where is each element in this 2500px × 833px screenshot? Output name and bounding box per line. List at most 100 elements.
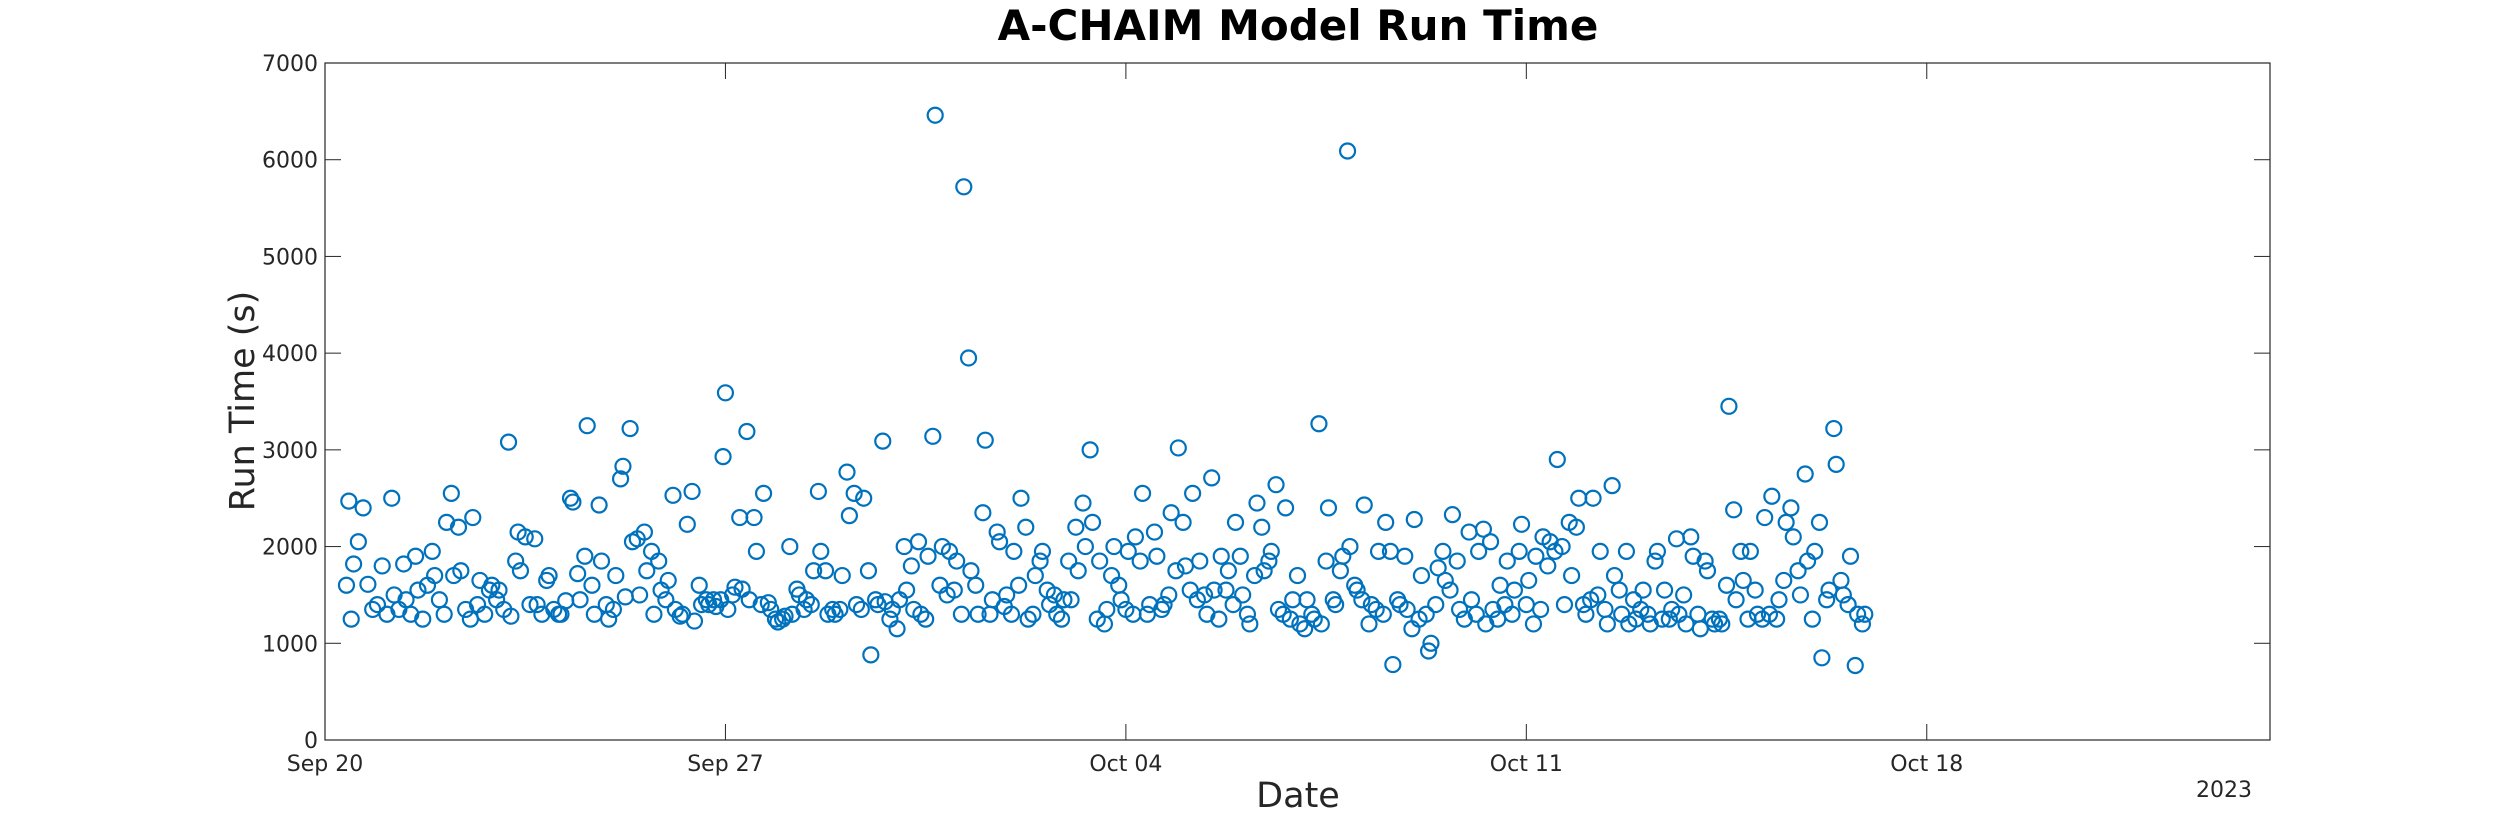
data-point bbox=[988, 523, 1006, 541]
data-point bbox=[604, 600, 623, 619]
data-points bbox=[337, 106, 1874, 675]
data-point bbox=[874, 432, 892, 450]
data-point bbox=[507, 552, 525, 570]
data-point bbox=[1212, 547, 1230, 565]
data-point bbox=[569, 565, 587, 583]
data-point bbox=[1512, 515, 1531, 533]
data-point bbox=[1369, 542, 1388, 561]
data-point bbox=[1005, 542, 1023, 561]
x-axis: Sep 20 Sep 27 Oct 04 Oct 11 Oct 18 bbox=[287, 63, 1963, 777]
data-point bbox=[1255, 562, 1273, 580]
data-point bbox=[774, 610, 792, 628]
data-point bbox=[888, 620, 906, 638]
data-point bbox=[1853, 615, 1872, 633]
data-point bbox=[526, 530, 544, 548]
data-point bbox=[683, 482, 701, 501]
data-point bbox=[1355, 496, 1373, 514]
data-point bbox=[499, 433, 518, 451]
data-point bbox=[490, 581, 508, 599]
data-point bbox=[1770, 591, 1788, 609]
data-point bbox=[1856, 605, 1874, 623]
data-point bbox=[1634, 581, 1652, 599]
data-point bbox=[664, 486, 682, 504]
data-point bbox=[340, 492, 358, 510]
data-point bbox=[414, 610, 432, 628]
data-point bbox=[1374, 605, 1392, 623]
data-point bbox=[678, 515, 696, 533]
data-point bbox=[449, 518, 468, 536]
data-point bbox=[1076, 537, 1094, 556]
data-point bbox=[1010, 576, 1028, 594]
y-axis: 0 1000 2000 3000 4000 5000 6000 7000 bbox=[262, 52, 2270, 754]
data-point bbox=[1327, 595, 1345, 614]
data-point bbox=[716, 384, 735, 402]
data-point bbox=[723, 586, 742, 604]
data-point bbox=[745, 508, 763, 527]
data-point bbox=[998, 586, 1016, 604]
data-point bbox=[1360, 615, 1378, 633]
data-point bbox=[592, 552, 611, 570]
data-point bbox=[464, 508, 482, 527]
data-point bbox=[1696, 552, 1714, 570]
data-point bbox=[1849, 605, 1867, 623]
data-point bbox=[1827, 455, 1845, 473]
data-point bbox=[657, 591, 675, 609]
data-point bbox=[511, 562, 530, 580]
data-point bbox=[1727, 591, 1745, 609]
data-point bbox=[1126, 528, 1145, 546]
data-point bbox=[1341, 537, 1359, 556]
data-point bbox=[1610, 581, 1628, 599]
data-point bbox=[1520, 571, 1538, 590]
data-point bbox=[990, 533, 1009, 551]
data-point bbox=[833, 566, 851, 585]
data-point bbox=[1734, 571, 1752, 590]
data-point bbox=[1131, 552, 1149, 570]
data-point bbox=[1169, 439, 1187, 457]
data-point bbox=[659, 571, 677, 590]
data-point bbox=[1062, 591, 1080, 609]
data-point bbox=[1195, 586, 1214, 604]
data-point bbox=[1377, 513, 1395, 531]
data-point bbox=[1245, 566, 1264, 585]
data-point bbox=[1248, 494, 1266, 512]
data-point bbox=[614, 457, 632, 475]
data-point bbox=[359, 575, 377, 593]
data-point bbox=[845, 484, 863, 502]
data-point bbox=[1555, 595, 1574, 614]
data-point bbox=[342, 610, 360, 628]
data-point bbox=[1074, 494, 1092, 512]
data-point bbox=[1296, 620, 1314, 638]
data-point bbox=[1839, 595, 1857, 614]
data-point bbox=[409, 581, 427, 599]
data-point bbox=[476, 605, 494, 623]
data-point bbox=[521, 595, 539, 614]
y-tick-label: 5000 bbox=[262, 245, 318, 270]
data-point bbox=[540, 566, 558, 585]
data-point bbox=[631, 586, 649, 604]
data-point bbox=[974, 504, 992, 522]
data-point bbox=[1338, 142, 1357, 160]
data-point bbox=[1112, 591, 1130, 609]
data-point bbox=[685, 612, 704, 630]
x-axis-year-label: 2023 bbox=[2196, 778, 2252, 803]
data-point bbox=[1348, 581, 1366, 599]
data-point bbox=[1756, 508, 1774, 527]
data-point bbox=[1789, 562, 1807, 580]
data-point bbox=[571, 591, 589, 609]
data-point bbox=[1589, 586, 1607, 604]
data-point bbox=[754, 484, 773, 502]
data-point bbox=[354, 499, 372, 517]
data-point bbox=[1646, 552, 1664, 570]
data-point bbox=[1584, 489, 1602, 507]
data-point bbox=[816, 562, 835, 580]
data-point bbox=[1791, 586, 1810, 604]
data-point bbox=[1160, 586, 1178, 604]
data-point bbox=[967, 576, 985, 594]
data-point bbox=[406, 547, 425, 565]
data-point bbox=[1241, 615, 1259, 633]
data-point bbox=[578, 417, 596, 435]
data-point bbox=[1503, 605, 1521, 623]
data-point bbox=[1510, 542, 1528, 561]
data-point bbox=[1119, 542, 1137, 561]
data-point bbox=[1419, 642, 1438, 660]
